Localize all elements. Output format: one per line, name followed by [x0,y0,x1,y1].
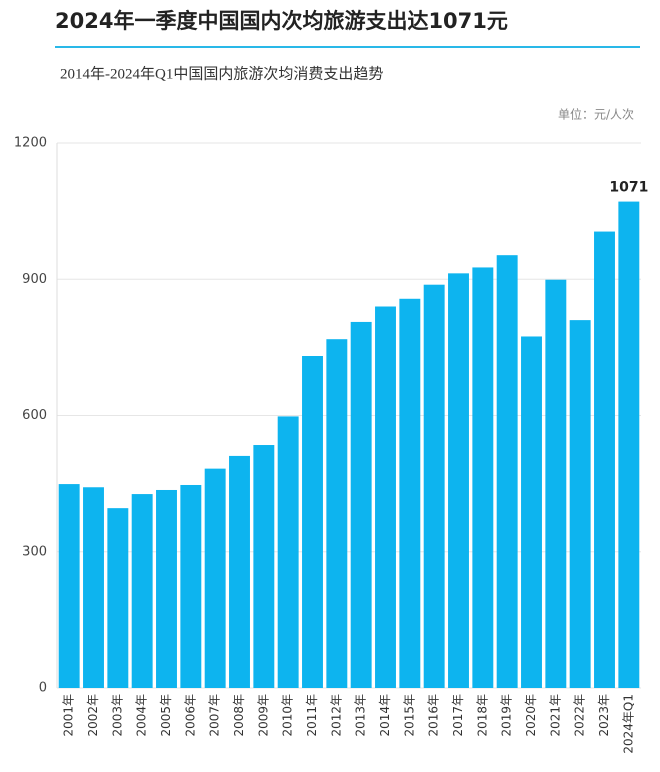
x-tick-label: 2002年 [86,694,100,737]
bar [156,489,177,688]
bar [375,306,396,688]
bar [448,273,469,688]
value-label: 1071 [609,180,648,196]
x-tick-label: 2009年 [256,694,270,737]
x-tick-label: 2001年 [62,694,76,737]
bar [204,468,226,688]
y-tick-label: 0 [39,681,47,696]
bar [326,339,348,688]
bar [302,356,323,688]
unit-label: 单位：元/人次 [558,107,634,122]
bar [569,320,591,688]
x-tick-label: 2021年 [548,694,562,737]
bar [229,455,250,688]
chart-title: 2024年一季度中国国内次均旅游支出达1071元 [55,9,508,33]
x-tick-label: 2024年Q1 [621,694,635,754]
bar [131,494,153,688]
x-tick-label: 2012年 [329,694,343,737]
x-tick-label: 2013年 [354,694,368,737]
x-tick-label: 2010年 [281,694,295,737]
bar [107,508,129,688]
x-tick-label: 2008年 [232,694,246,737]
bar [253,445,275,688]
bar [277,416,299,688]
x-tick-label: 2006年 [183,694,197,737]
bar [496,255,518,688]
bar [545,279,567,688]
bar [180,484,202,688]
x-tick-label: 2011年 [305,694,319,737]
y-tick-label: 300 [22,544,47,559]
bar [350,321,372,688]
bar [472,267,494,688]
bar [399,298,421,688]
bar [83,487,104,688]
bar [594,231,615,688]
bar [521,336,542,688]
x-tick-label: 2017年 [451,694,465,737]
y-tick-label: 1200 [14,136,47,151]
x-tick-label: 2005年 [159,694,173,737]
chart-subtitle: 2014年-2024年Q1中国国内旅游次均消费支出趋势 [60,65,383,82]
x-tick-label: 2016年 [427,694,441,737]
x-tick-label: 2007年 [208,694,222,737]
x-tick-label: 2020年 [524,694,538,737]
x-tick-label: 2014年 [378,694,392,737]
x-tick-label: 2003年 [110,694,124,737]
x-tick-label: 2022年 [573,694,587,737]
bar [423,284,445,688]
y-tick-label: 900 [22,272,47,287]
x-tick-label: 2004年 [135,694,149,737]
y-tick-label: 600 [22,408,47,423]
x-tick-label: 2023年 [597,694,611,737]
x-tick-label: 2018年 [475,694,489,737]
bar [58,484,80,688]
x-tick-label: 2019年 [500,694,514,737]
bar [618,201,640,688]
x-tick-label: 2015年 [402,694,416,737]
